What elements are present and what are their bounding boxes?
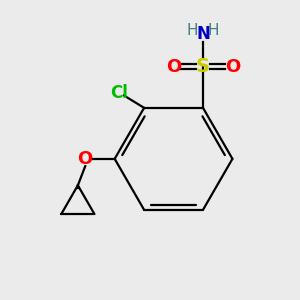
Text: O: O [225,58,240,76]
Text: S: S [196,57,210,76]
Text: O: O [166,58,181,76]
Text: H: H [187,23,198,38]
Text: N: N [196,25,210,43]
Text: Cl: Cl [110,84,128,102]
Text: O: O [78,150,93,168]
Text: H: H [208,23,219,38]
